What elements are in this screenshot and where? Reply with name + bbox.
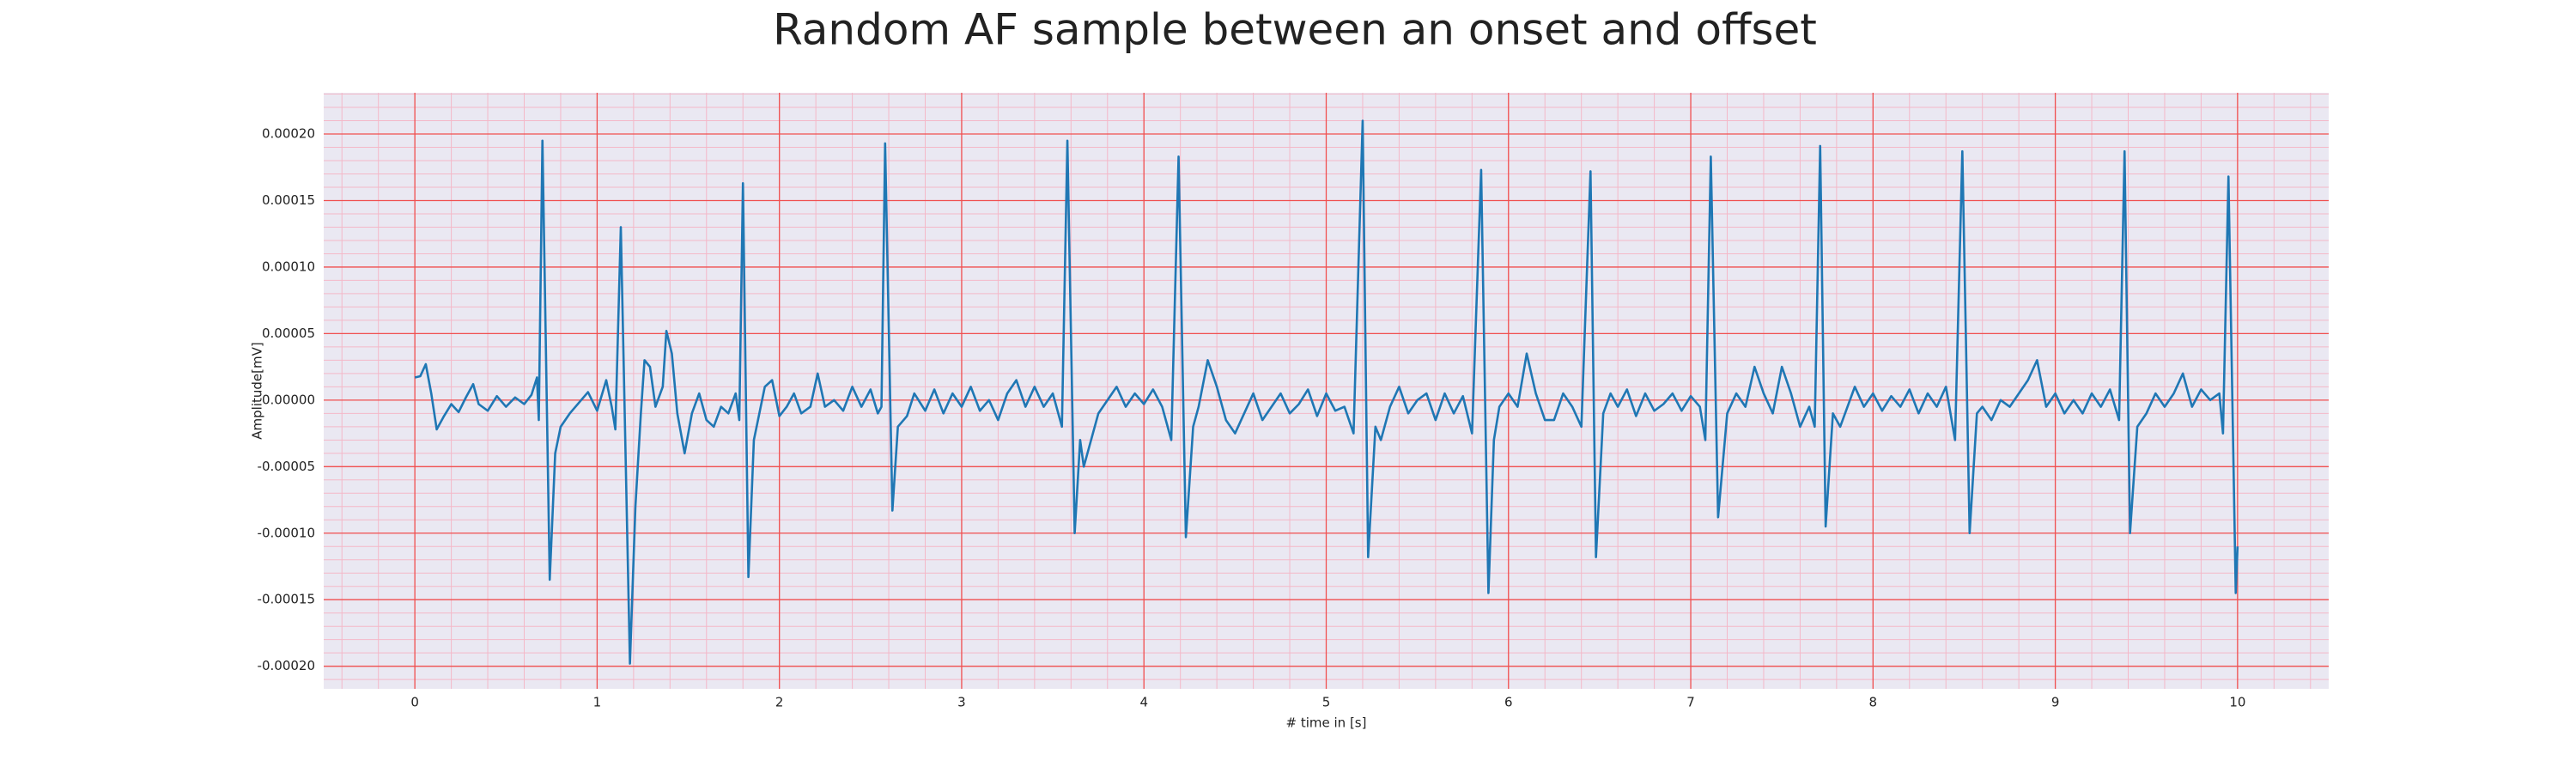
x-tick-label: 10 <box>2229 695 2245 710</box>
signal-line <box>414 119 2239 665</box>
x-tick-label: 9 <box>2051 695 2060 710</box>
x-tick-label: 8 <box>1869 695 1878 710</box>
y-tick-label: -0.00005 <box>258 459 315 474</box>
y-tick-label: 0.00015 <box>262 192 315 208</box>
x-tick-label: 6 <box>1504 695 1513 710</box>
x-tick-label: 0 <box>410 695 419 710</box>
y-tick-label: -0.00015 <box>258 592 315 607</box>
y-tick-label: 0.00010 <box>262 259 315 274</box>
y-tick-label: -0.00010 <box>258 525 315 540</box>
x-tick-label: 1 <box>593 695 602 710</box>
y-tick-label: 0.00000 <box>262 392 315 407</box>
x-tick-label: 5 <box>1322 695 1331 710</box>
x-tick-label: 7 <box>1686 695 1695 710</box>
y-tick-label: 0.00020 <box>262 126 315 142</box>
y-tick-label: 0.00005 <box>262 326 315 341</box>
x-tick-label: 4 <box>1139 695 1148 710</box>
x-tick-label: 2 <box>775 695 784 710</box>
y-tick-label: -0.00020 <box>258 658 315 673</box>
chart-title: Random AF sample between an onset and of… <box>773 5 1817 55</box>
x-tick-label: 3 <box>957 695 966 710</box>
y-axis-label: Amplitude[mV] <box>250 342 265 439</box>
x-axis-label: # time in [s] <box>1286 715 1367 731</box>
